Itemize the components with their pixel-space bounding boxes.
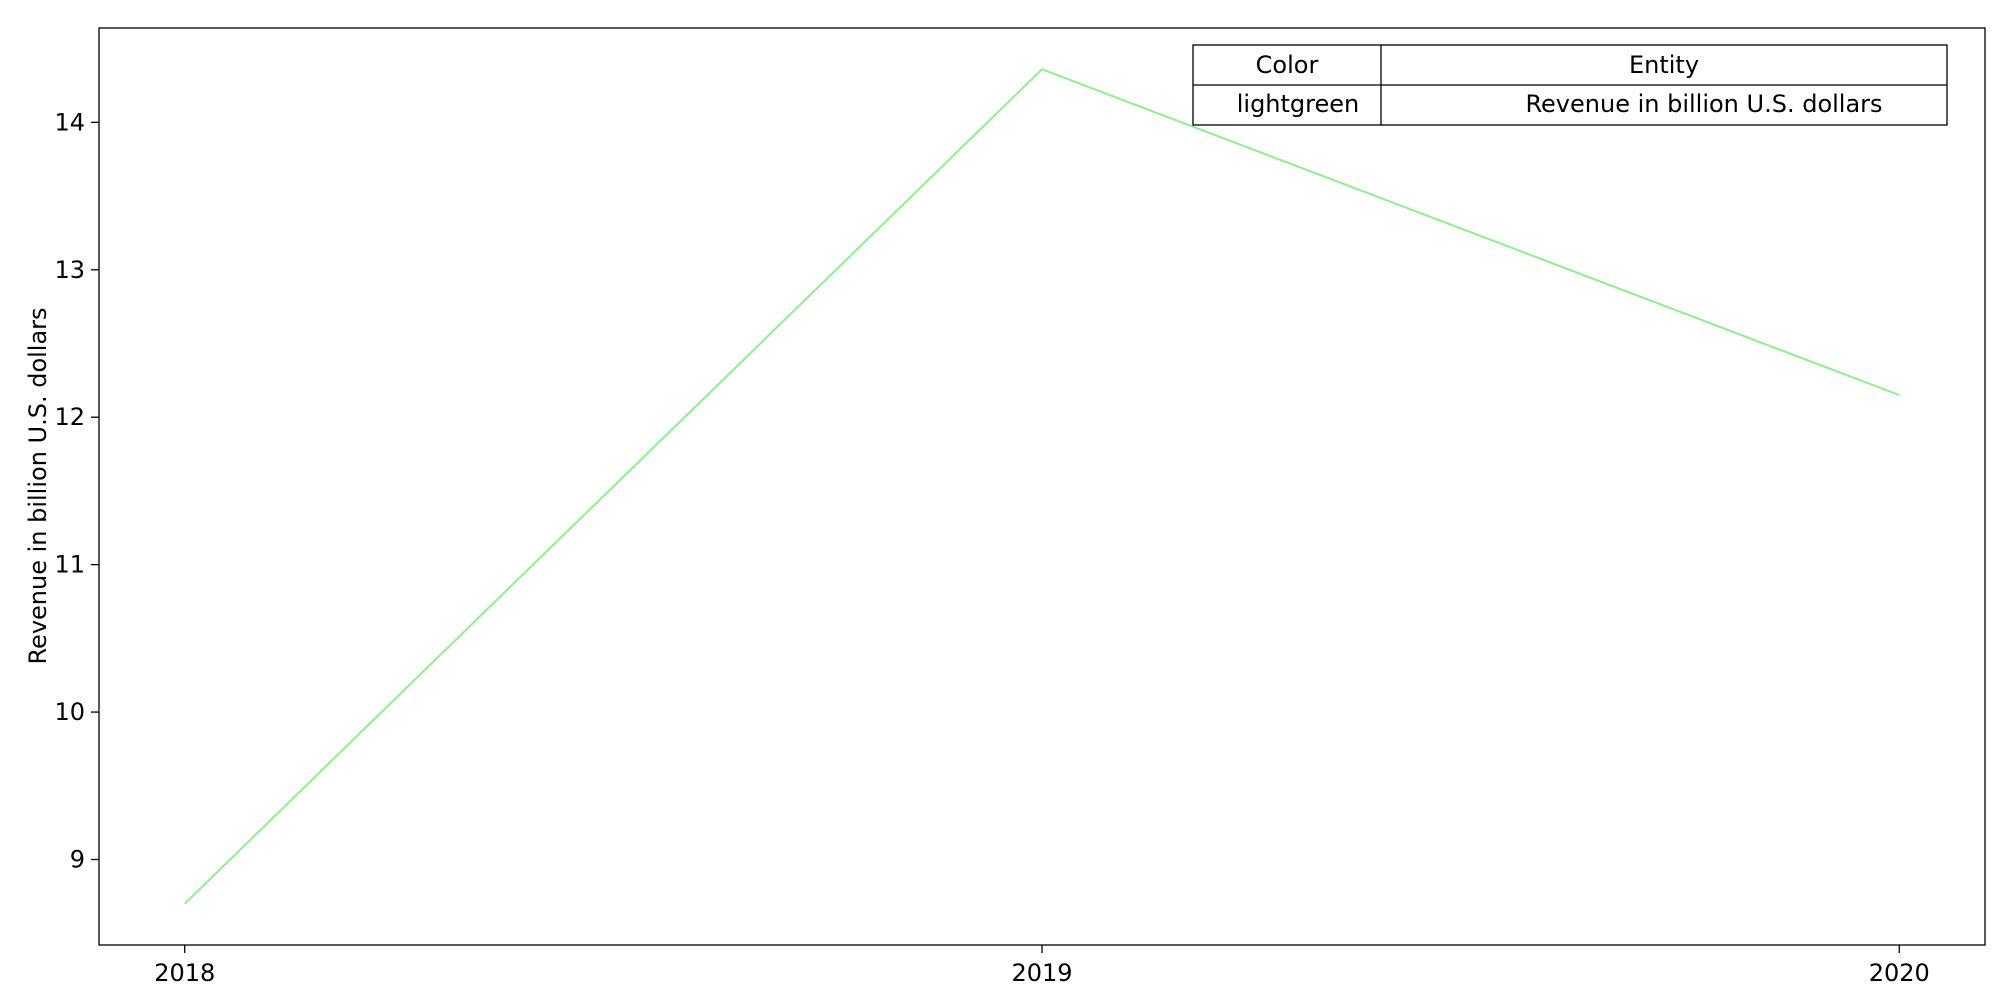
legend-cell-color: lightgreen: [1237, 90, 1360, 118]
y-tick-label: 11: [54, 551, 85, 579]
x-axis: 2018 2019 2020: [154, 945, 1930, 987]
legend-table: Color Entity lightgreen Revenue in billi…: [1192, 44, 1948, 126]
series-line: [184, 68, 1900, 905]
y-tick-label: 12: [54, 403, 85, 431]
y-tick-label: 13: [54, 256, 85, 284]
y-axis: 9 10 11 12 13 14: [54, 108, 99, 873]
x-tick-label: 2018: [154, 959, 215, 987]
x-tick-label: 2019: [1011, 959, 1072, 987]
x-tick-label: 2020: [1869, 959, 1930, 987]
y-tick-label: 14: [54, 108, 85, 136]
series-layer: [184, 68, 1900, 905]
y-tick-label: 9: [70, 845, 85, 873]
legend-header-color: Color: [1256, 51, 1319, 79]
y-axis-label: Revenue in billion U.S. dollars: [24, 307, 52, 664]
legend-header-entity: Entity: [1629, 51, 1699, 79]
y-tick-label: 10: [54, 698, 85, 726]
legend-cell-entity: Revenue in billion U.S. dollars: [1525, 90, 1882, 118]
